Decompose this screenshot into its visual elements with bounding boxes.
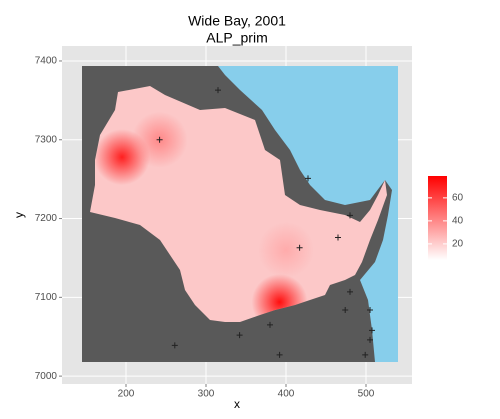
colorbar — [428, 176, 447, 260]
hotspot — [258, 222, 314, 279]
y-tick-label: 7400 — [35, 56, 58, 67]
station — [347, 288, 353, 295]
station — [367, 336, 373, 343]
station — [156, 136, 163, 143]
station — [267, 321, 273, 328]
y-tick-label: 7100 — [35, 292, 58, 303]
station — [296, 244, 303, 251]
colorbar-label: 60 — [452, 193, 464, 204]
x-tick-label: 200 — [118, 389, 135, 400]
y-tick-label: 7200 — [35, 213, 58, 224]
chart-title: Wide Bay, 2001 — [188, 13, 286, 29]
station — [171, 342, 178, 349]
y-tick-label: 7000 — [35, 371, 58, 382]
colorbar-label: 40 — [452, 216, 464, 227]
station — [215, 87, 221, 94]
x-tick-label: 500 — [358, 389, 375, 400]
station — [335, 234, 341, 241]
station — [367, 306, 373, 313]
y-tick-label: 7300 — [35, 134, 58, 145]
station — [236, 332, 243, 339]
station — [369, 327, 375, 334]
x-axis-label: x — [234, 397, 240, 411]
colorbar-label: 20 — [452, 239, 464, 250]
x-tick-label: 300 — [198, 389, 215, 400]
station — [347, 212, 353, 219]
y-axis-label: y — [12, 212, 26, 218]
station — [342, 306, 349, 313]
station — [362, 351, 369, 358]
x-tick-label: 400 — [278, 389, 295, 400]
station — [305, 175, 311, 182]
sea — [218, 66, 398, 362]
station — [276, 351, 283, 358]
chart-subtitle: ALP_prim — [206, 30, 267, 46]
